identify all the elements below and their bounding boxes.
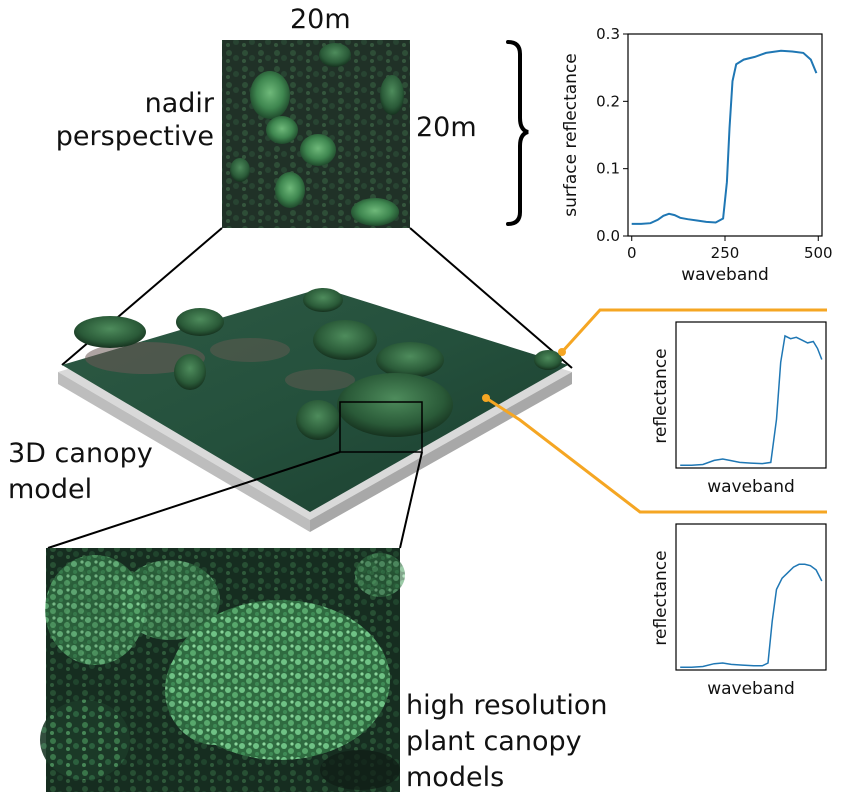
hires-label-line1: high resolution (406, 690, 608, 721)
chart1-series-line (631, 49, 818, 225)
chart1-xlabel: waveband (681, 265, 769, 285)
highlight-point-top (558, 348, 566, 356)
chart2-axes-frame (675, 321, 827, 469)
zoom-line-left (47, 451, 341, 549)
chart2-series-line (680, 334, 823, 466)
hires-label-line3: models (406, 762, 505, 793)
width-label: 20m (290, 4, 351, 35)
highlight-point-bottom (482, 394, 490, 402)
chart3-series-line (680, 563, 823, 668)
zoom-line-right (399, 451, 423, 549)
curly-brace (506, 40, 529, 226)
nadir-label-line1: nadir (144, 88, 214, 119)
canopy-label-line2: model (8, 474, 93, 505)
chart1-ytick-label: 0.3 (596, 25, 620, 43)
zoom-region (339, 401, 423, 453)
reflectance-chart-bottom: waveband reflectance (651, 523, 827, 699)
chart2-xlabel: waveband (707, 477, 795, 497)
highlight-line-bottom (485, 396, 827, 514)
height-label: 20m (416, 112, 477, 143)
reflectance-chart-top: waveband reflectance (651, 321, 827, 497)
chart1-ytick-label: 0.2 (596, 92, 620, 110)
canopy-3d-model (58, 288, 572, 532)
chart2-ylabel: reflectance (651, 348, 671, 443)
chart3-xlabel: waveband (707, 679, 795, 699)
canopy-label-line1: 3D canopy (8, 438, 153, 469)
nadir-image (222, 40, 410, 228)
surface-reflectance-chart: 0.0 0.1 0.2 0.3 0 250 500 waveband surface ref… (561, 25, 833, 285)
chart1-xtick-label: 500 (804, 244, 833, 262)
nadir-label-line2: perspective (55, 121, 214, 152)
projection-line-right (409, 227, 573, 369)
chart1-xtick-label: 0 (627, 244, 637, 262)
chart1-xtick-label: 250 (711, 244, 740, 262)
chart1-ytick-label: 0.1 (596, 160, 620, 178)
chart1-ylabel: surface reflectance (561, 53, 581, 216)
chart3-axes-frame (675, 523, 827, 671)
chart1-ytick-label: 0.0 (596, 227, 620, 245)
high-res-canopy-image (40, 548, 405, 792)
chart3-ylabel: reflectance (651, 550, 671, 645)
highlight-line-top (560, 308, 827, 354)
hires-label-line2: plant canopy (406, 726, 582, 757)
